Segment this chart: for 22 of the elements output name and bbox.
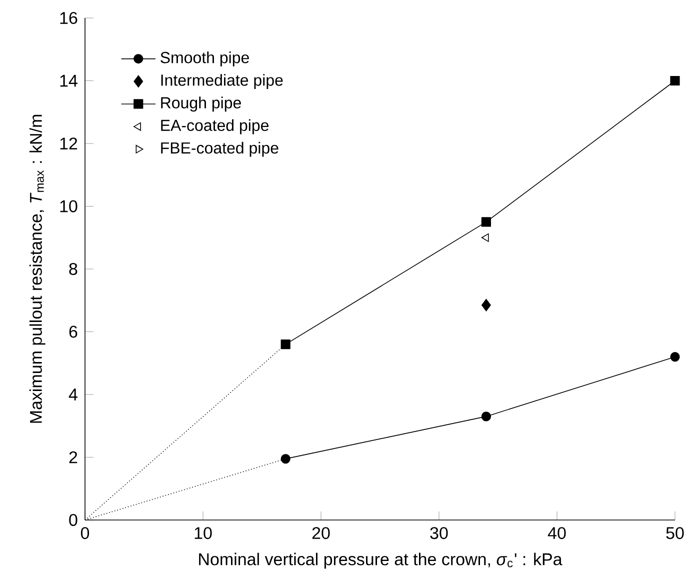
y-tick-label: 8: [69, 262, 78, 275]
y-tick-label: 0: [69, 514, 78, 526]
x-tick-label: 30: [430, 527, 448, 540]
y-tick-label: 14: [60, 74, 78, 87]
x-tick-label: 20: [312, 527, 330, 540]
y-tick-label: 12: [60, 138, 78, 150]
x-axis-title: Nominal vertical pressure at the crown, σ$_{c}$' : kPa: [199, 552, 562, 569]
y-tick-label: 16: [60, 12, 78, 24]
y-tick-label: 6: [69, 326, 78, 338]
y-tick-label: 2: [69, 451, 78, 464]
y-tick-label: 10: [60, 200, 78, 212]
legend-label: Intermediate pipe: [161, 74, 283, 90]
y-axis-title: Maximum pullout resistance, T$_{max}$ : kN/m: [29, 114, 46, 423]
legend-label: EA-coated pipe: [161, 119, 269, 134]
legend-label: FBE-coated pipe: [161, 142, 278, 157]
x-tick-label: 0: [80, 527, 90, 540]
x-tick-label: 50: [666, 527, 684, 540]
x-tick-label: 40: [548, 527, 566, 540]
y-tick-label: 4: [68, 388, 78, 400]
legend-label: Smooth pipe: [160, 51, 249, 66]
x-tick-label: 10: [194, 527, 212, 540]
legend-label: Rough pipe: [161, 96, 241, 112]
